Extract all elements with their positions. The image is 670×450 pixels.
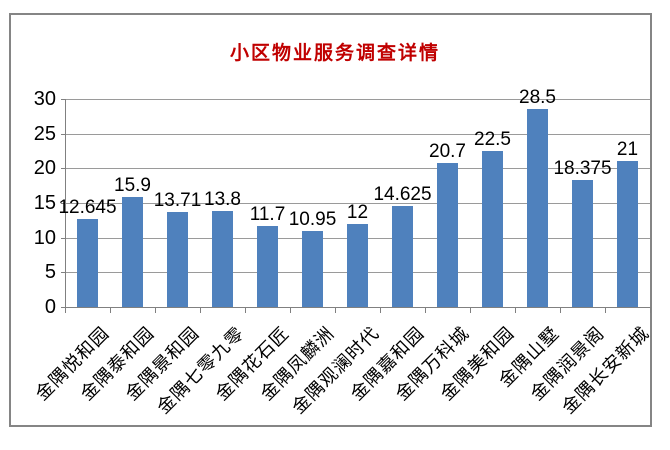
y-axis-tick [61,168,65,170]
y-axis-tick-label: 25 [33,122,56,145]
bar-value-label: 28.5 [519,87,556,109]
bar [257,225,278,307]
bar [167,211,188,307]
y-axis-tick-label: 20 [33,157,56,180]
y-axis-tick-label: 10 [33,226,56,249]
gridline [65,99,650,100]
x-axis-tick [110,307,111,313]
gridline [65,133,650,135]
bar-value-label: 15.9 [114,174,151,196]
x-axis-tick [65,307,66,313]
bar [77,219,98,307]
chart-title: 小区物业服务调查详情 [229,43,440,64]
bar-value-label: 22.5 [474,129,511,150]
x-axis-tick [335,307,336,313]
y-axis-tick-label: 30 [33,88,56,110]
x-axis-tick [245,307,246,313]
y-axis-tick [61,99,65,100]
bar [617,161,638,307]
x-axis-tick [470,307,471,313]
x-axis-tick [560,307,561,313]
x-axis-tick [200,307,201,313]
bar-value-label: 21 [616,139,639,161]
bar [572,179,593,307]
bar [347,223,368,307]
y-axis-line [65,99,66,308]
x-axis-tick [650,307,651,313]
bar-value-label: 18.375 [553,157,612,179]
bar-value-label: 13.71 [153,189,202,211]
x-axis-tick [290,307,291,313]
y-axis-tick-label: 5 [44,261,56,284]
bar-value-label: 10.95 [288,209,337,231]
x-axis-tick [380,307,381,313]
x-axis-tick [425,307,426,313]
bar-value-label: 12 [346,201,369,223]
y-axis-tick [61,237,65,239]
bar [392,205,413,307]
y-axis-tick [61,203,65,204]
y-axis-tick [61,133,65,135]
x-axis-tick [155,307,156,313]
bar-value-label: 12.645 [58,197,117,219]
y-axis-tick-label: 0 [44,296,56,318]
y-axis-tick-label: 15 [33,192,56,214]
bar [302,231,323,307]
x-axis-tick [515,307,516,313]
bar [437,163,458,307]
x-axis-tick [605,307,606,313]
x-axis-line [65,307,650,308]
bar-value-label: 13.8 [204,189,241,211]
bar-value-label: 20.7 [429,141,466,163]
bar [122,196,143,307]
gridline [65,203,650,204]
bar-value-label: 14.625 [373,183,432,205]
bar [527,109,548,307]
bar [212,211,233,307]
gridline [65,168,650,170]
bar [482,151,503,307]
bar-value-label: 11.7 [249,203,286,225]
y-axis-tick [61,307,65,308]
y-axis-tick [61,272,65,274]
